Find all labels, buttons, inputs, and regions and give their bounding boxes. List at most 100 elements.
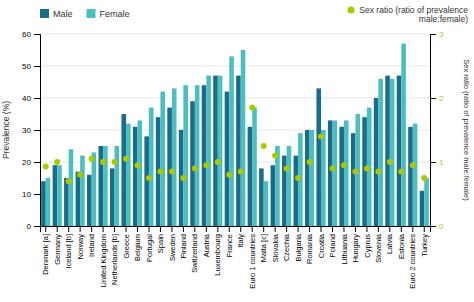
bar (46, 178, 51, 226)
bar (64, 178, 69, 226)
dot (146, 175, 152, 181)
tick: Bulgaria (294, 226, 303, 262)
dot (157, 169, 163, 175)
dot (421, 175, 427, 181)
bar (103, 146, 108, 226)
tick-label: Malta [c] (259, 234, 268, 262)
grid-line (40, 66, 430, 67)
axis-line (431, 35, 437, 227)
dot (66, 178, 72, 184)
tick: Cyprus (363, 226, 372, 258)
bar (264, 181, 269, 226)
tick: 2 (430, 94, 444, 103)
tick: Germany (53, 226, 62, 265)
tick-mark (430, 162, 436, 163)
dot (100, 159, 106, 165)
bar (206, 76, 211, 226)
bar (69, 149, 74, 226)
dot (169, 169, 175, 175)
tick: Spain (156, 226, 165, 253)
bar (310, 130, 315, 226)
bar (133, 127, 138, 226)
axis-line (41, 227, 431, 233)
dot (307, 159, 313, 165)
tick: Czechia (282, 226, 291, 261)
plot: 01020304050600123Denmark [a]GermanyIcela… (1, 30, 471, 289)
bar (413, 124, 418, 226)
legend-label: Female (100, 9, 130, 19)
dot (112, 159, 118, 165)
tick-label: Slovakia (271, 233, 280, 262)
y-axis-title: Prevalence (%) (1, 101, 11, 159)
bar (213, 76, 218, 226)
tick-mark (137, 226, 138, 232)
dot (375, 169, 381, 175)
dot (352, 169, 358, 175)
tick-mark (389, 226, 390, 232)
bar (160, 92, 165, 226)
tick-label: Luxembourg (213, 234, 222, 276)
tick-mark (34, 162, 40, 163)
tick-mark (263, 226, 264, 232)
tick-mark (229, 226, 230, 232)
tick: Iceland [b] (64, 226, 73, 269)
tick: France (225, 226, 234, 257)
tick-label: 10 (22, 190, 31, 199)
tick-mark (430, 98, 436, 99)
tick-mark (34, 130, 40, 131)
bar (420, 191, 425, 226)
dot (43, 163, 49, 169)
bar (57, 165, 62, 226)
tick: Luxembourg (213, 226, 222, 276)
bar (344, 120, 349, 226)
tick-mark (148, 226, 149, 232)
dot (261, 143, 267, 149)
tick-label: 2 (439, 94, 444, 103)
tick-label: Germany (53, 234, 62, 265)
bar (183, 85, 188, 226)
bar (202, 85, 207, 226)
tick-label: Netherlands [b] (110, 234, 119, 285)
tick: Euro 2 countries (408, 226, 417, 289)
legend-swatch (348, 7, 355, 14)
dot (387, 159, 393, 165)
tick-label: 0 (439, 222, 444, 231)
tick-mark (183, 226, 184, 232)
tick-mark (34, 66, 40, 67)
legend-label: Male (53, 9, 73, 19)
tick: Slovenia (374, 226, 383, 263)
bar (424, 178, 429, 226)
tick-label: Slovenia (374, 233, 383, 263)
dot (410, 162, 416, 168)
tick-mark (194, 226, 195, 232)
tick: Portugal (145, 226, 154, 262)
legend-label: Sex ratio (ratio of prevalencemale:femal… (359, 5, 468, 24)
tick-label: 40 (22, 94, 31, 103)
tick-mark (332, 226, 333, 232)
tick: Netherlands [b] (110, 226, 119, 285)
grid-line (40, 98, 430, 99)
tick-label: Austria (202, 233, 211, 257)
chart: 01020304050600123Denmark [a]GermanyIcela… (0, 0, 474, 302)
tick-mark (309, 226, 310, 232)
tick-label: Greece (122, 234, 131, 259)
tick: 20 (22, 158, 40, 167)
tick: United Kingdom (99, 226, 108, 287)
tick-label: Spain (156, 234, 165, 253)
tick-label: 50 (22, 62, 31, 71)
bar (144, 136, 149, 226)
tick: Austria (202, 226, 211, 257)
tick: Hungary (351, 226, 360, 262)
tick-mark (171, 226, 172, 232)
tick-mark (34, 194, 40, 195)
tick-mark (206, 226, 207, 232)
tick: 1 (430, 158, 444, 167)
marks (41, 44, 429, 226)
bar (76, 172, 81, 226)
tick-mark (401, 226, 402, 232)
tick: 50 (22, 62, 40, 71)
dot (123, 156, 129, 162)
bar (271, 165, 276, 226)
grid-line (40, 34, 430, 35)
dot (77, 172, 83, 178)
